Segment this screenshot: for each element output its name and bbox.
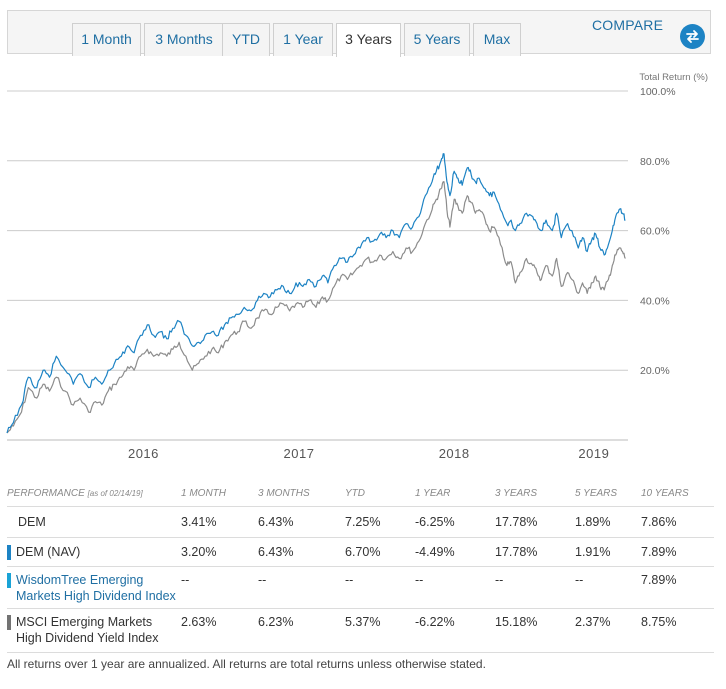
cell-value: -- xyxy=(258,566,345,609)
cell-value: -- xyxy=(495,566,575,609)
time-range-tabbar: 1 Month 3 Months YTD 1 Year 3 Years 5 Ye… xyxy=(7,10,711,57)
cell-value: 6.43% xyxy=(258,537,345,567)
cell-value: 6.43% xyxy=(258,506,345,538)
y-tick-label: 80.0% xyxy=(640,156,670,168)
y-axis-label: Total Return (%) xyxy=(639,72,708,83)
cell-value: -4.49% xyxy=(415,537,495,567)
table-row: MSCI Emerging Markets High Dividend Yiel… xyxy=(7,608,714,653)
cell-value: 2.37% xyxy=(575,608,641,653)
cell-value: 17.78% xyxy=(495,506,575,538)
cell-value: 8.75% xyxy=(641,608,714,653)
table-row: WisdomTree Emerging Markets High Dividen… xyxy=(7,566,714,609)
tab-1-year[interactable]: 1 Year xyxy=(273,23,333,56)
table-row: DEM 3.41% 6.43% 7.25% -6.25% 17.78% 1.89… xyxy=(7,506,714,538)
performance-header: PERFORMANCE [as of 02/14/19] xyxy=(7,480,181,507)
compare-link[interactable]: COMPARE xyxy=(592,17,664,33)
price-series-line xyxy=(6,153,626,434)
cell-value: -- xyxy=(575,566,641,609)
x-tick-label: 2018 xyxy=(439,446,470,461)
cell-value: 6.23% xyxy=(258,608,345,653)
fund-name: DEM (NAV) xyxy=(7,537,181,567)
cell-value: 7.89% xyxy=(641,566,714,609)
footnote: All returns over 1 year are annualized. … xyxy=(7,657,486,671)
index-link[interactable]: WisdomTree Emerging Markets High Dividen… xyxy=(16,573,176,603)
tab-ytd[interactable]: YTD xyxy=(222,23,270,56)
cell-value: -- xyxy=(181,566,258,609)
y-tick-label: 40.0% xyxy=(640,295,670,307)
col-1-year: 1 YEAR xyxy=(415,480,495,507)
col-3-months: 3 MONTHS xyxy=(258,480,345,507)
cell-value: -6.25% xyxy=(415,506,495,538)
cell-value: 6.70% xyxy=(345,537,415,567)
x-tick-label: 2017 xyxy=(284,446,315,461)
y-tick-label: 100.0% xyxy=(640,86,676,98)
performance-table: PERFORMANCE [as of 02/14/19] 1 MONTH 3 M… xyxy=(7,480,714,653)
cell-value: -- xyxy=(415,566,495,609)
series-marker xyxy=(7,545,11,560)
col-5-years: 5 YEARS xyxy=(575,480,641,507)
cell-value: 2.63% xyxy=(181,608,258,653)
cell-value: 15.18% xyxy=(495,608,575,653)
tab-5-years[interactable]: 5 Years xyxy=(404,23,470,56)
cell-value: 7.86% xyxy=(641,506,714,538)
tab-3-years[interactable]: 3 Years xyxy=(336,23,401,57)
col-3-years: 3 YEARS xyxy=(495,480,575,507)
swap-arrows-icon[interactable] xyxy=(680,24,705,49)
series-marker xyxy=(7,615,11,630)
tab-1-month[interactable]: 1 Month xyxy=(72,23,141,56)
cell-value: 1.89% xyxy=(575,506,641,538)
cell-value: 3.41% xyxy=(181,506,258,538)
col-ytd: YTD xyxy=(345,480,415,507)
col-1-month: 1 MONTH xyxy=(181,480,258,507)
y-tick-label: 20.0% xyxy=(640,365,670,377)
x-tick-label: 2019 xyxy=(578,446,609,461)
x-tick-label: 2016 xyxy=(128,446,159,461)
cell-value: -6.22% xyxy=(415,608,495,653)
fund-name: DEM xyxy=(7,506,181,538)
cell-value: 1.91% xyxy=(575,537,641,567)
y-tick-label: 60.0% xyxy=(640,226,670,238)
cell-value: 17.78% xyxy=(495,537,575,567)
nav-series-line xyxy=(6,181,626,434)
series-marker xyxy=(7,573,11,588)
total-return-chart: Total Return (%) 100.0% 80.0% 60.0% 40.0% 20… xyxy=(6,72,708,461)
cell-value: 3.20% xyxy=(181,537,258,567)
cell-value: -- xyxy=(345,566,415,609)
cell-value: 7.89% xyxy=(641,537,714,567)
col-10-years: 10 YEARS xyxy=(641,480,714,507)
tab-max[interactable]: Max xyxy=(473,23,521,56)
cell-value: 7.25% xyxy=(345,506,415,538)
table-row: DEM (NAV) 3.20% 6.43% 6.70% -4.49% 17.78… xyxy=(7,537,714,567)
index-name: MSCI Emerging Markets High Dividend Yiel… xyxy=(7,608,181,653)
tab-3-months[interactable]: 3 Months xyxy=(144,23,224,56)
cell-value: 5.37% xyxy=(345,608,415,653)
index-name: WisdomTree Emerging Markets High Dividen… xyxy=(7,566,181,609)
